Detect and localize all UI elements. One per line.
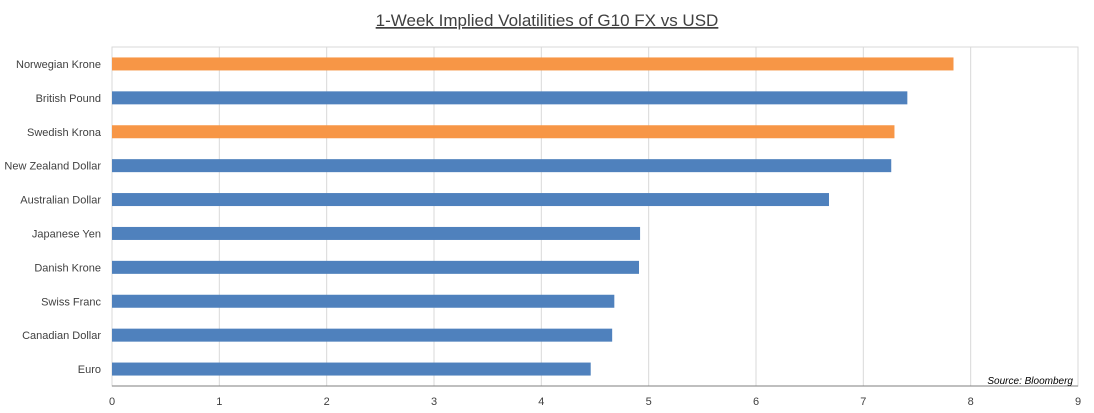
x-tick-label: 6 (753, 396, 759, 408)
x-tick-label: 2 (324, 396, 330, 408)
category-label: Australian Dollar (20, 195, 101, 207)
category-label: Japanese Yen (32, 228, 101, 240)
category-label: Canadian Dollar (22, 330, 101, 342)
category-label: Danish Krone (34, 262, 101, 274)
bar (112, 125, 895, 139)
category-label: New Zealand Dollar (4, 161, 101, 173)
x-tick-label: 5 (646, 396, 652, 408)
bar (112, 159, 892, 173)
bar (112, 91, 908, 105)
bar (112, 226, 641, 240)
bar (112, 362, 591, 376)
x-tick-labels: 0 1 2 3 4 5 6 7 8 9 (109, 396, 1081, 408)
bar (112, 57, 954, 71)
bar (112, 260, 640, 274)
x-tick-label: 7 (860, 396, 866, 408)
category-label: Swiss Franc (41, 296, 101, 308)
bar (112, 328, 613, 342)
category-labels: Norwegian Krone British Pound Swedish Kron… (4, 59, 101, 376)
chart-title: 1-Week Implied Volatilities of G10 FX vs… (376, 11, 719, 30)
category-label: Euro (78, 364, 101, 376)
x-tick-label: 9 (1075, 396, 1081, 408)
x-tick-label: 4 (538, 396, 544, 408)
x-tick-label: 3 (431, 396, 437, 408)
bars (112, 57, 954, 376)
bar (112, 193, 829, 207)
x-tick-label: 8 (968, 396, 974, 408)
category-label: British Pound (36, 93, 101, 105)
x-tick-label: 0 (109, 396, 115, 408)
source-note: Source: Bloomberg (987, 376, 1073, 387)
category-label: Swedish Krona (27, 127, 102, 139)
bar (112, 294, 615, 308)
x-tick-label: 1 (216, 396, 222, 408)
category-label: Norwegian Krone (16, 59, 101, 71)
